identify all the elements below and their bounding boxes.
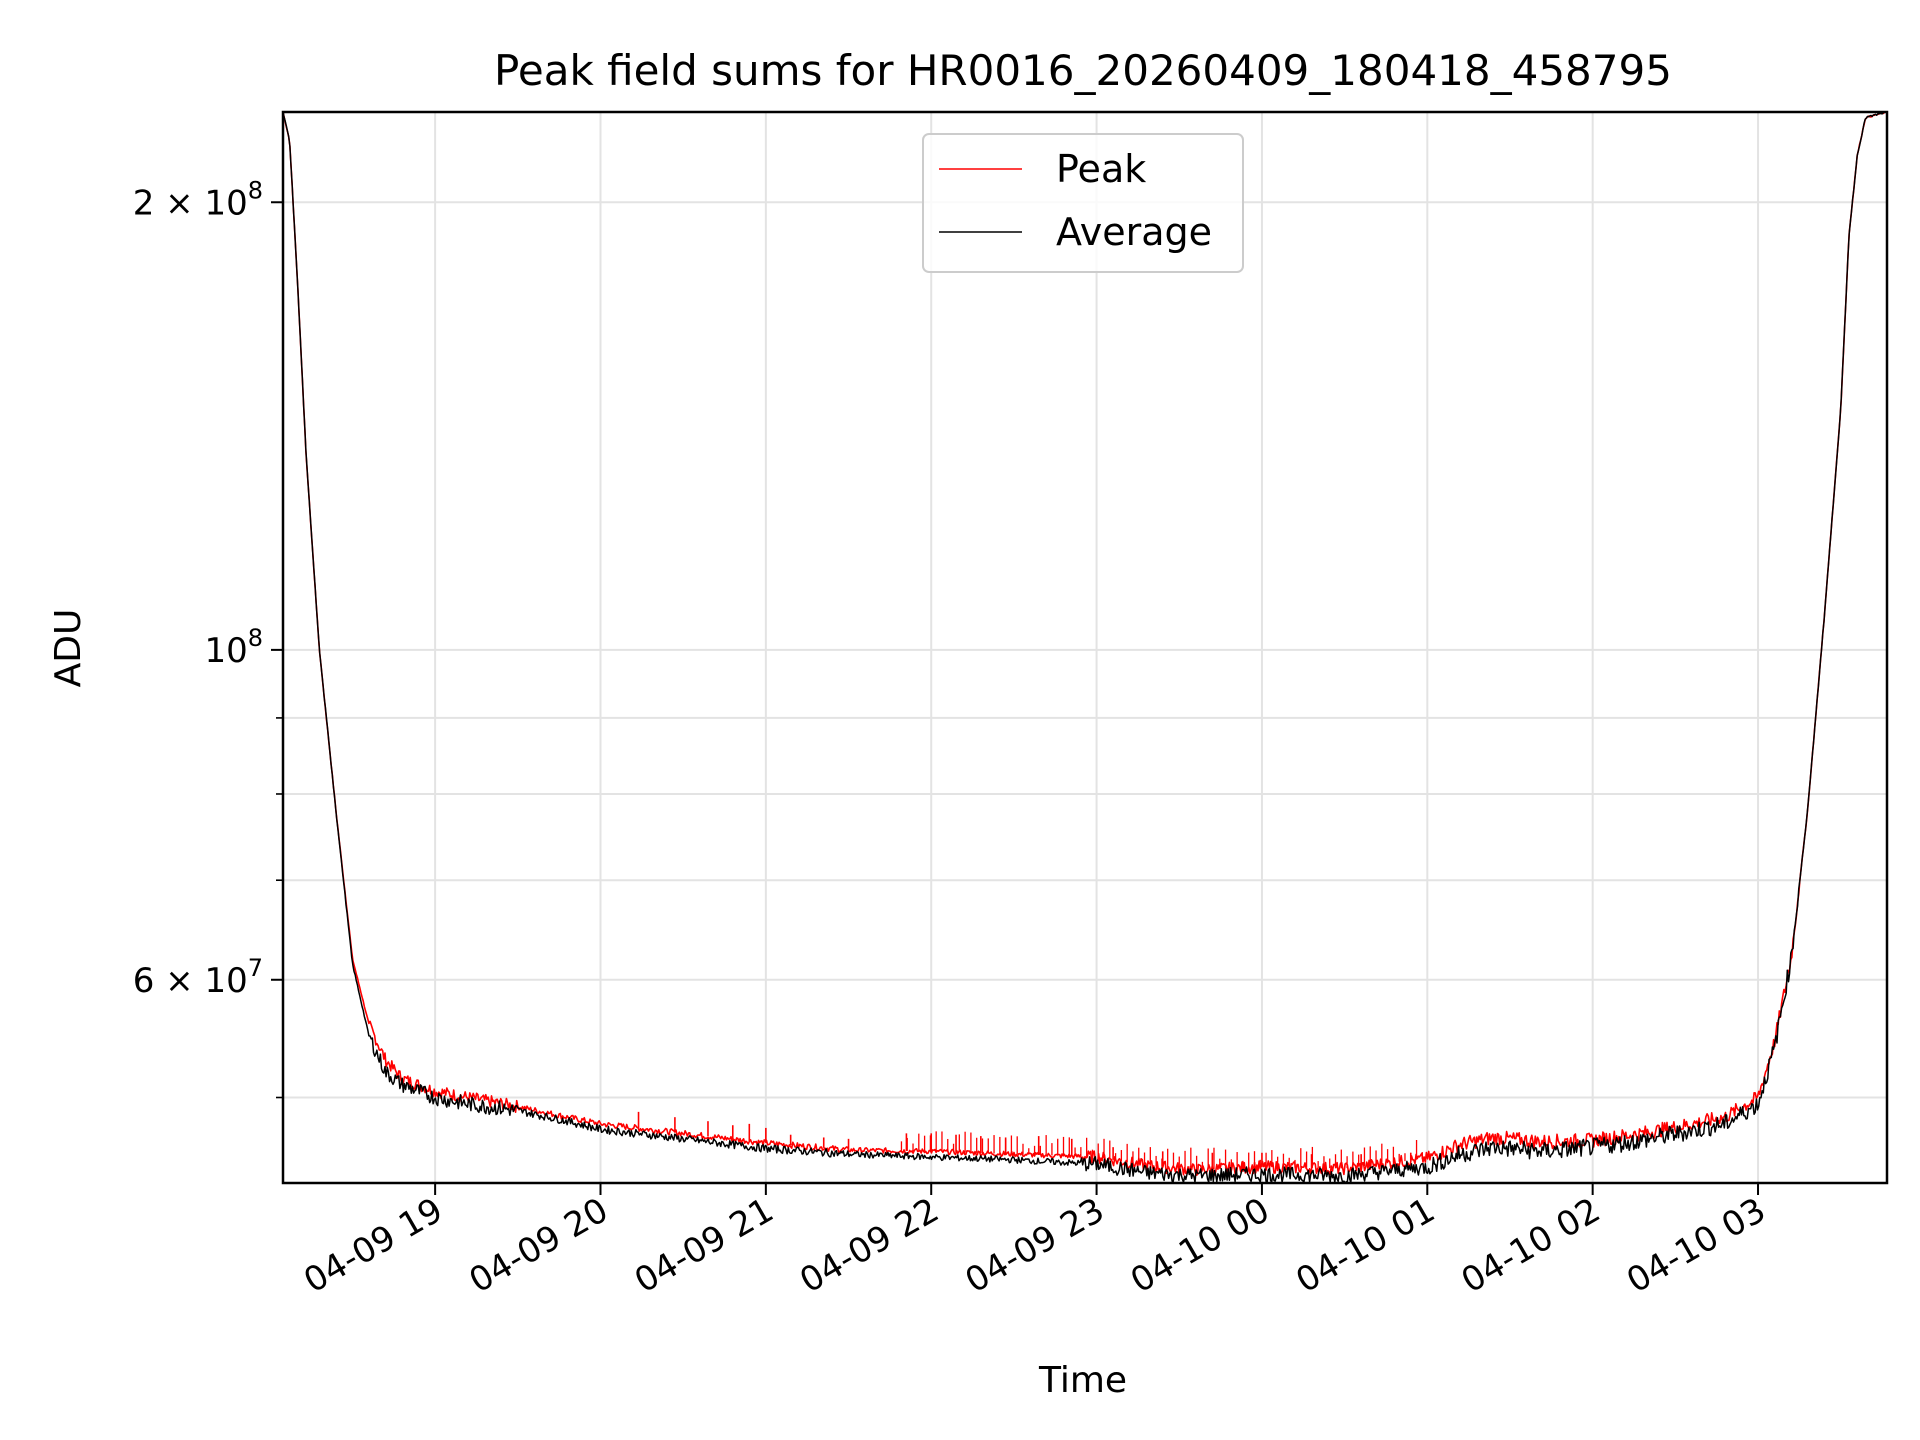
y-tick-base: 6 × 10 — [133, 961, 248, 1001]
chart-title: Peak field sums for HR0016_20260409_1804… — [494, 46, 1672, 95]
legend: Peak Average — [922, 133, 1244, 273]
x-axis-label: Time — [1038, 1360, 1127, 1401]
series-layer — [283, 112, 1887, 1183]
y-tick-label: 108 — [204, 624, 263, 671]
y-tick-exponent: 8 — [248, 176, 263, 204]
y-tick-label: 6 × 107 — [133, 954, 263, 1001]
legend-label-peak: Peak — [1056, 147, 1146, 191]
series-line-average — [283, 112, 1887, 1183]
y-tick-exponent: 8 — [248, 624, 263, 652]
y-tick-label: 2 × 108 — [133, 176, 263, 223]
y-tick-exponent: 7 — [248, 954, 263, 982]
y-tick-base: 2 × 10 — [133, 183, 248, 223]
plot-frame — [281, 110, 1889, 1185]
y-axis-label: ADU — [48, 609, 89, 688]
legend-label-average: Average — [1056, 210, 1212, 254]
y-tick-base: 10 — [204, 631, 247, 671]
